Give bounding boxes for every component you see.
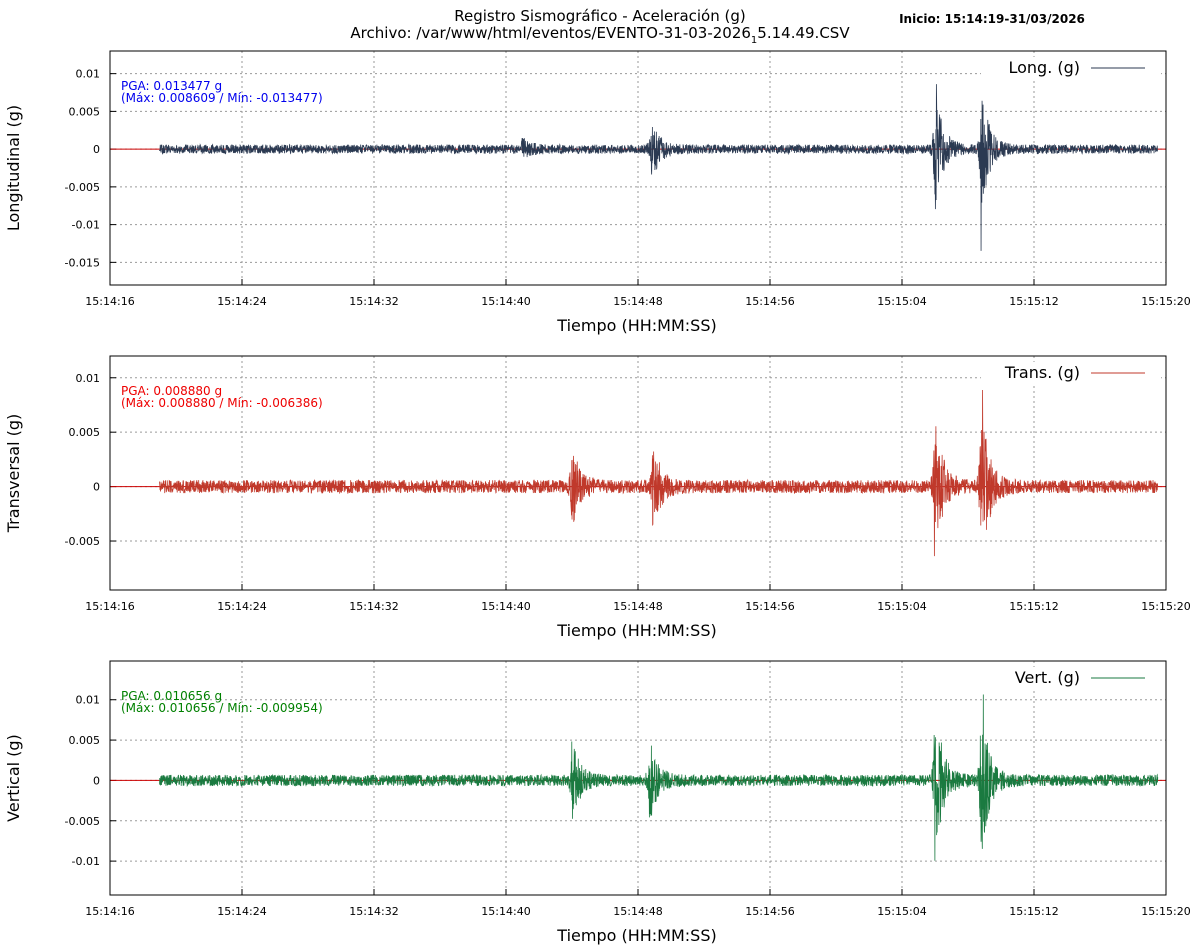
series-line	[159, 389, 1159, 557]
plot-frame	[109, 50, 1167, 286]
x-tick-label: 15:15:04	[877, 905, 926, 918]
y-tick-label: 0.005	[69, 426, 101, 439]
x-tick-label: 15:15:20	[1141, 600, 1190, 613]
series-line	[159, 694, 1159, 861]
x-axis-label: Tiempo (HH:MM:SS)	[556, 926, 716, 945]
x-tick-label: 15:14:16	[85, 295, 134, 308]
x-tick-label: 15:14:48	[613, 295, 662, 308]
x-tick-label: 15:14:32	[349, 905, 398, 918]
plot-frame	[109, 355, 1167, 591]
y-axis-label: Transversal (g)	[4, 414, 23, 533]
figure-title: Registro Sismográfico - Aceleración (g)	[454, 7, 745, 25]
x-tick-label: 15:14:48	[613, 905, 662, 918]
pga-annotation: (Máx: 0.010656 / Mín: -0.009954)	[121, 701, 323, 715]
x-tick-label: 15:14:56	[745, 295, 794, 308]
x-tick-label: 15:14:24	[217, 905, 266, 918]
x-tick-label: 15:15:04	[877, 295, 926, 308]
pga-annotation: PGA: 0.008880 g	[121, 384, 222, 398]
y-axis-label: Longitudinal (g)	[4, 105, 23, 231]
y-tick-label: -0.005	[65, 181, 100, 194]
y-tick-label: 0	[93, 774, 100, 787]
x-tick-label: 15:15:12	[1009, 905, 1058, 918]
legend-label: Long. (g)	[1008, 58, 1080, 77]
y-tick-label: 0	[93, 481, 100, 494]
y-tick-label: -0.01	[72, 855, 100, 868]
x-tick-label: 15:15:12	[1009, 295, 1058, 308]
x-axis-label: Tiempo (HH:MM:SS)	[556, 621, 716, 640]
x-tick-label: 15:14:40	[481, 295, 530, 308]
pga-annotation: (Máx: 0.008609 / Mín: -0.013477)	[121, 91, 323, 105]
plot-frame	[109, 660, 1167, 896]
start-info: Inicio: 15:14:19-31/03/2026	[899, 12, 1085, 26]
x-tick-label: 15:14:56	[745, 905, 794, 918]
pga-annotation: PGA: 0.010656 g	[121, 689, 222, 703]
y-tick-label: -0.005	[65, 535, 100, 548]
x-tick-label: 15:14:32	[349, 295, 398, 308]
subtitle-subscript: 1	[751, 35, 757, 46]
subtitle-prefix: Archivo: /var/www/html/eventos/EVENTO-31…	[350, 24, 751, 42]
panel-vertical: 15:14:16 15:14:24 15:14:32 15:14:40 15:14:48…	[4, 660, 1191, 945]
x-tick-label: 15:14:16	[85, 905, 134, 918]
legend-box	[981, 362, 1161, 384]
x-axis-label: Tiempo (HH:MM:SS)	[556, 316, 716, 335]
legend-box	[981, 57, 1161, 79]
x-tick-label: 15:14:56	[745, 600, 794, 613]
y-tick-label: -0.015	[65, 256, 100, 269]
panel-transversal: 15:14:16 15:14:24 15:14:32 15:14:40 15:14:48…	[4, 355, 1191, 640]
x-tick-label: 15:15:12	[1009, 600, 1058, 613]
y-tick-label: -0.005	[65, 815, 100, 828]
figure-subtitle: Archivo: /var/www/html/eventos/EVENTO-31…	[350, 24, 850, 46]
x-tick-label: 15:14:24	[217, 600, 266, 613]
x-tick-label: 15:14:24	[217, 295, 266, 308]
x-tick-label: 15:14:16	[85, 600, 134, 613]
y-tick-label: 0.005	[69, 734, 101, 747]
x-tick-label: 15:14:48	[613, 600, 662, 613]
legend-label: Trans. (g)	[1004, 363, 1080, 382]
y-tick-label: 0.01	[76, 68, 101, 81]
x-tick-label: 15:15:20	[1141, 905, 1190, 918]
y-tick-label: 0	[93, 143, 100, 156]
y-tick-label: 0.005	[69, 105, 101, 118]
y-tick-label: 0.01	[76, 694, 101, 707]
x-tick-label: 15:14:32	[349, 600, 398, 613]
y-axis-label: Vertical (g)	[4, 734, 23, 822]
x-tick-label: 15:15:20	[1141, 295, 1190, 308]
series-line	[159, 84, 1159, 251]
legend-box	[981, 667, 1161, 689]
panel-longitudinal: 15:14:16 15:14:24 15:14:32 15:14:40 15:14:48…	[4, 50, 1191, 335]
panels-group: 15:14:16 15:14:24 15:14:32 15:14:40 15:14:48…	[4, 50, 1191, 945]
pga-annotation: (Máx: 0.008880 / Mín: -0.006386)	[121, 396, 323, 410]
x-tick-label: 15:14:40	[481, 905, 530, 918]
y-tick-label: 0.01	[76, 372, 101, 385]
legend-label: Vert. (g)	[1015, 668, 1080, 687]
x-tick-label: 15:15:04	[877, 600, 926, 613]
y-tick-label: -0.01	[72, 219, 100, 232]
subtitle-suffix: 5.14.49.CSV	[757, 24, 850, 42]
pga-annotation: PGA: 0.013477 g	[121, 79, 222, 93]
x-tick-label: 15:14:40	[481, 600, 530, 613]
